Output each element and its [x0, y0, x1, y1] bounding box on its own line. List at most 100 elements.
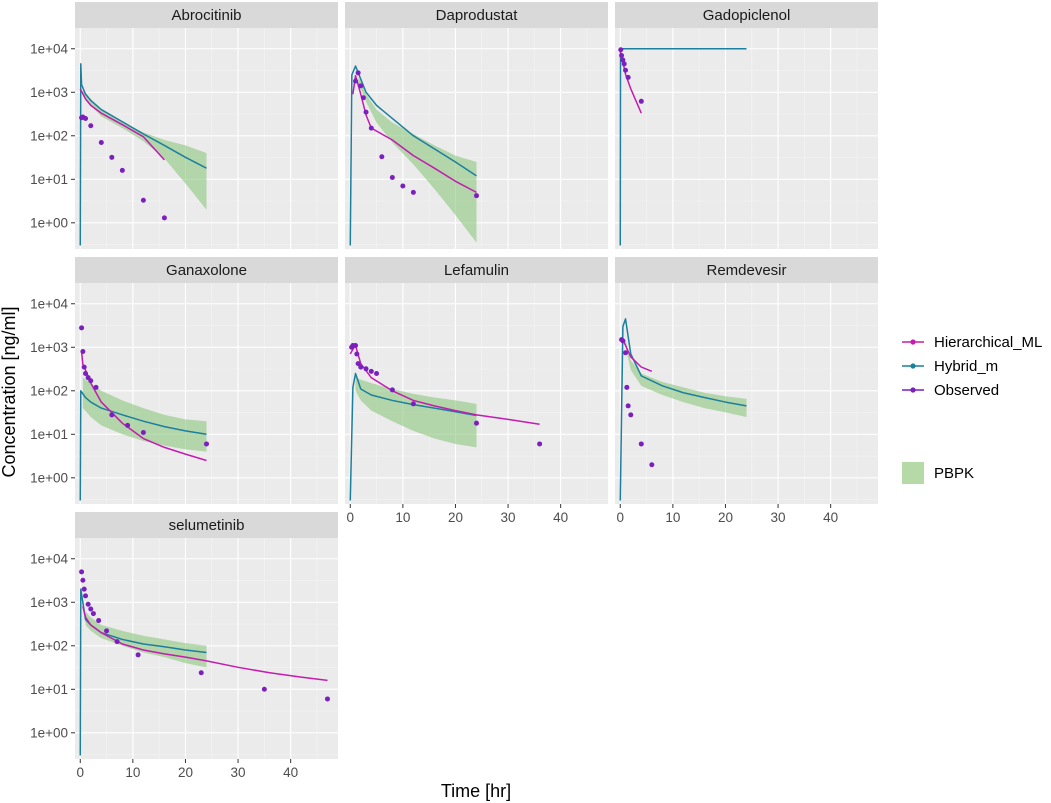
- x-tick-label: 10: [125, 765, 140, 780]
- hierarchical-line: [82, 606, 328, 682]
- legend-key-observed: Observed: [902, 382, 999, 399]
- observed-point: [79, 325, 85, 331]
- x-tick-label: 0: [617, 510, 625, 525]
- observed-point: [638, 98, 644, 104]
- panel-data: [619, 318, 747, 501]
- panel-strip: [615, 257, 878, 283]
- hierarchical-line: [352, 74, 477, 194]
- x-tick-label: 0: [77, 765, 85, 780]
- observed-point: [621, 61, 627, 67]
- observed-point: [161, 215, 167, 221]
- panel-strip: [345, 257, 608, 283]
- y-tick-label: 1e+01: [30, 172, 68, 187]
- panel-strip: [75, 512, 338, 538]
- panel-strip: [345, 2, 608, 28]
- legend: Hierarchical_ML Hybrid_m Observed PBPK: [902, 334, 1042, 484]
- observed-point: [125, 422, 131, 428]
- observed-point: [474, 420, 479, 426]
- observed-point: [83, 115, 89, 121]
- observed-point: [83, 593, 89, 599]
- observed-point: [119, 167, 125, 173]
- observed-point: [537, 441, 543, 447]
- pbpk-ribbon: [82, 377, 207, 452]
- panel-data: [618, 47, 747, 246]
- panel-background: [615, 28, 878, 249]
- panel-title: Lefamulin: [444, 262, 509, 279]
- legend-label-hierarchical: Hierarchical_ML: [934, 334, 1042, 351]
- y-tick-label: 1e+02: [30, 128, 68, 143]
- legend-dot-hierarchical: [910, 339, 916, 345]
- observed-point: [379, 154, 385, 160]
- panel-background: [75, 28, 338, 249]
- observed-point: [81, 364, 87, 370]
- panel-data: [349, 65, 479, 246]
- axes-layer: 1e+00 1e+01 1e+02 1e+03 1e+04 1e+00 1e+01 1e+02…: [30, 41, 838, 780]
- x-tick-label: 40: [823, 510, 838, 525]
- panel-background: [75, 283, 338, 504]
- x-tick-label: 30: [771, 510, 786, 525]
- panels-layer: Abrocitinib Daprodustat Gadopiclenol Ganaxo…: [75, 2, 878, 759]
- observed-point: [81, 586, 87, 592]
- y-tick-label: 1e+02: [30, 383, 68, 398]
- observed-point: [324, 696, 330, 702]
- y-axis-title: Concentration [ng/ml]: [0, 306, 19, 477]
- x-tick-label: 30: [231, 765, 246, 780]
- pbpk-ribbon: [82, 88, 207, 210]
- y-tick-label: 1e+01: [30, 427, 68, 442]
- observed-point: [114, 639, 120, 645]
- x-tick-label: 20: [718, 510, 733, 525]
- x-axis-title: Time [hr]: [441, 781, 511, 801]
- observed-point: [389, 387, 395, 393]
- observed-point: [358, 364, 364, 370]
- panel-strip: [75, 2, 338, 28]
- y-tick-label: 1e+04: [30, 41, 68, 56]
- observed-point: [368, 125, 374, 131]
- legend-key-pbpk: PBPK: [902, 462, 974, 484]
- observed-point: [623, 350, 629, 356]
- legend-key-hierarchical: Hierarchical_ML: [902, 334, 1042, 351]
- observed-point: [624, 384, 630, 390]
- y-tick-label: 1e+03: [30, 595, 68, 610]
- observed-point: [363, 366, 369, 372]
- observed-point: [374, 370, 380, 376]
- y-tick-label: 1e+04: [30, 296, 68, 311]
- legend-label-hybrid: Hybrid_m: [934, 358, 998, 375]
- panel-title: Gadopiclenol: [703, 7, 791, 24]
- observed-point: [410, 401, 416, 407]
- observed-point: [88, 606, 94, 612]
- y-tick-label: 1e+03: [30, 340, 68, 355]
- observed-point: [140, 197, 146, 203]
- observed-point: [410, 189, 416, 195]
- observed-point: [620, 338, 626, 344]
- hybrid-line: [79, 63, 207, 246]
- observed-point: [353, 78, 359, 84]
- observed-point: [80, 348, 86, 354]
- y-tick-label: 1e+04: [30, 551, 68, 566]
- legend-dot-observed: [910, 387, 916, 393]
- x-tick-label: 0: [347, 510, 355, 525]
- observed-point: [355, 361, 361, 367]
- observed-point: [618, 47, 624, 53]
- hybrid-line: [79, 390, 207, 501]
- panel-strip: [615, 2, 878, 28]
- panel-lefamulin: Lefamulin: [345, 257, 608, 504]
- x-tick-label: 20: [178, 765, 193, 780]
- observed-point: [625, 403, 631, 409]
- observed-point: [649, 462, 655, 468]
- hierarchical-line: [622, 339, 653, 373]
- panel-remdevesir: Remdevesir: [615, 257, 878, 504]
- observed-point: [88, 378, 94, 384]
- panel-data: [79, 569, 330, 756]
- hierarchical-line: [79, 88, 165, 161]
- legend-dot-hybrid: [910, 363, 916, 369]
- x-tick-label: 10: [395, 510, 410, 525]
- panel-data: [79, 63, 207, 246]
- panel-gadopiclenol: Gadopiclenol: [615, 2, 878, 249]
- x-tick-label: 10: [665, 510, 680, 525]
- observed-point: [353, 342, 359, 348]
- observed-point: [109, 154, 115, 160]
- panel-title: Daprodustat: [436, 7, 519, 24]
- y-tick-label: 1e+00: [30, 725, 68, 740]
- observed-point: [104, 628, 110, 634]
